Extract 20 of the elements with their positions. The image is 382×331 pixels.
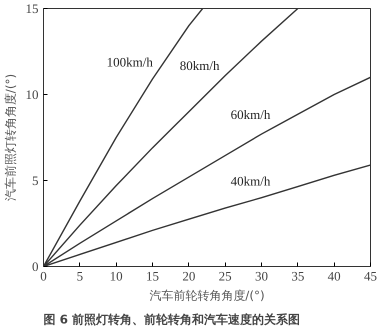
series-label: 80km/h bbox=[180, 58, 220, 74]
x-tick-label: 40 bbox=[328, 268, 341, 284]
x-tick-label: 30 bbox=[255, 268, 268, 284]
y-tick-label: 0 bbox=[32, 259, 38, 274]
x-tick-label: 20 bbox=[182, 268, 196, 284]
series-label: 40km/h bbox=[230, 173, 271, 188]
y-axis-title: 汽车前照灯转角角度/(°) bbox=[4, 74, 18, 202]
x-tick-label: 25 bbox=[218, 268, 232, 284]
x-tick-label: 5 bbox=[76, 268, 84, 284]
x-tick-label: 10 bbox=[110, 268, 123, 284]
y-tick-label: 15 bbox=[26, 1, 38, 16]
x-axis-title: 汽车前轮转角角度/(°) bbox=[149, 288, 265, 302]
x-tick-label: 15 bbox=[146, 268, 159, 284]
x-tick-label: 45 bbox=[364, 268, 377, 284]
y-tick-label: 10 bbox=[26, 87, 38, 102]
series-label: 60km/h bbox=[230, 107, 271, 122]
caption: 图 6 前照灯转角、前轮转角和汽车速度的关系图 bbox=[44, 312, 300, 326]
y-tick-label: 5 bbox=[32, 173, 38, 188]
series-label: 100km/h bbox=[106, 54, 154, 70]
x-tick-label: 35 bbox=[291, 268, 304, 284]
